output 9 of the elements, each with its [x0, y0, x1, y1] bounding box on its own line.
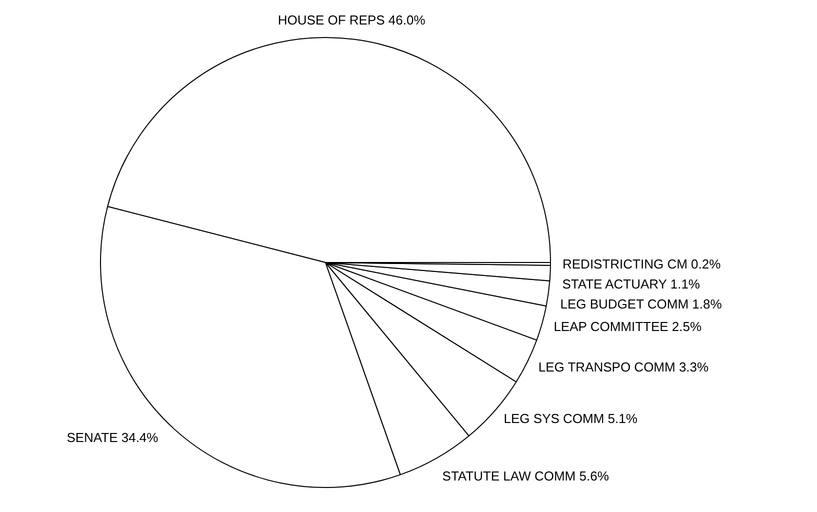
slice-label: LEG SYS COMM 5.1% — [504, 411, 638, 426]
slice-label: STATUTE LAW COMM 5.6% — [442, 468, 610, 484]
slice-label: HOUSE OF REPS 46.0% — [278, 12, 426, 28]
slice-label: REDISTRICTING CM 0.2% — [562, 256, 722, 272]
slice-label: LEG BUDGET COMM 1.8% — [560, 296, 722, 312]
slice-label: LEG TRANSPO COMM 3.3% — [538, 359, 710, 374]
slice-label: SENATE 34.4% — [66, 430, 159, 445]
slice-label: STATE ACTUARY 1.1% — [562, 276, 700, 292]
slice-label: LEAP COMMITTEE 2.5% — [554, 318, 702, 334]
